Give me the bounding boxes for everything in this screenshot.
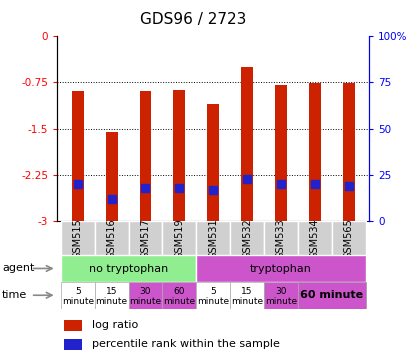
- Bar: [263, 282, 297, 309]
- Bar: [72, 91, 83, 221]
- Text: 5: 5: [210, 287, 216, 296]
- Text: 30: 30: [139, 287, 151, 296]
- Text: GSM515: GSM515: [72, 218, 83, 259]
- Bar: [63, 338, 82, 350]
- Bar: [162, 282, 196, 309]
- Bar: [128, 282, 162, 309]
- Text: minute: minute: [197, 297, 229, 306]
- Bar: [207, 104, 218, 221]
- Text: 30: 30: [274, 287, 286, 296]
- Bar: [331, 221, 365, 255]
- Text: GSM532: GSM532: [241, 218, 252, 259]
- Text: GSM533: GSM533: [275, 218, 285, 258]
- Bar: [61, 221, 94, 255]
- Bar: [229, 282, 263, 309]
- Text: GSM517: GSM517: [140, 218, 150, 259]
- Text: tryptophan: tryptophan: [249, 263, 311, 274]
- Bar: [94, 282, 128, 309]
- Text: minute: minute: [264, 297, 296, 306]
- Text: agent: agent: [2, 263, 34, 273]
- Bar: [139, 91, 151, 221]
- Text: minute: minute: [129, 297, 161, 306]
- Bar: [128, 221, 162, 255]
- Bar: [173, 90, 185, 221]
- Bar: [297, 221, 331, 255]
- Bar: [196, 255, 365, 282]
- Text: GDS96 / 2723: GDS96 / 2723: [139, 12, 245, 27]
- Bar: [196, 282, 229, 309]
- Text: 60 minute: 60 minute: [299, 290, 362, 301]
- Text: time: time: [2, 290, 27, 300]
- Text: 15: 15: [106, 287, 117, 296]
- Bar: [106, 132, 117, 221]
- Bar: [61, 255, 196, 282]
- Bar: [308, 83, 320, 221]
- Bar: [297, 282, 365, 309]
- Bar: [297, 282, 331, 309]
- Text: GSM531: GSM531: [208, 218, 218, 258]
- Bar: [63, 320, 82, 331]
- Text: GSM565: GSM565: [343, 218, 353, 259]
- Text: GSM516: GSM516: [106, 218, 116, 258]
- Bar: [94, 221, 128, 255]
- Text: GSM534: GSM534: [309, 218, 319, 258]
- Text: GSM519: GSM519: [174, 218, 184, 258]
- Bar: [240, 67, 252, 221]
- Bar: [263, 221, 297, 255]
- Text: 15: 15: [241, 287, 252, 296]
- Text: minute: minute: [61, 297, 94, 306]
- Text: minute: minute: [95, 297, 127, 306]
- Text: 60: 60: [173, 287, 184, 296]
- Bar: [162, 221, 196, 255]
- Bar: [342, 83, 354, 221]
- Text: percentile rank within the sample: percentile rank within the sample: [92, 339, 279, 349]
- Bar: [196, 221, 229, 255]
- Text: minute: minute: [230, 297, 263, 306]
- Bar: [61, 282, 94, 309]
- Bar: [331, 282, 365, 309]
- Text: minute: minute: [163, 297, 195, 306]
- Bar: [274, 85, 286, 221]
- Text: log ratio: log ratio: [92, 320, 137, 330]
- Bar: [229, 221, 263, 255]
- Text: no tryptophan: no tryptophan: [89, 263, 168, 274]
- Text: 5: 5: [75, 287, 81, 296]
